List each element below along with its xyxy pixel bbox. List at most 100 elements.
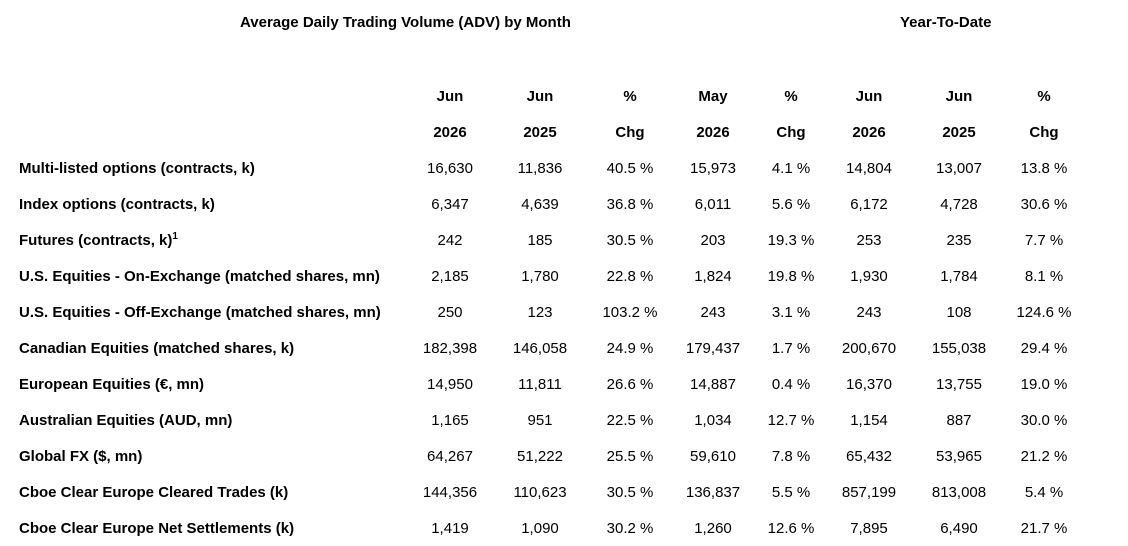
table-cell: 53,965 — [936, 447, 982, 465]
table-cell: 1.7 % — [771, 339, 811, 357]
table-cell: 16,370 — [846, 375, 892, 393]
table-cell: 243 — [856, 303, 882, 321]
table-cell: 1,930 — [850, 267, 888, 285]
table-cell: 5.5 % — [771, 483, 811, 501]
table-cell: 1,165 — [431, 411, 469, 429]
row-label: U.S. Equities - Off-Exchange (matched sh… — [12, 294, 410, 330]
row-label-text: Global FX ($, mn) — [19, 447, 143, 465]
column-header-month: Jun — [945, 87, 973, 105]
column-header-month: Jun — [855, 87, 883, 105]
row-label-text: Cboe Clear Europe Net Settlements (k) — [19, 519, 295, 537]
table-cell: 253 — [856, 231, 882, 249]
table-cell: 1,780 — [521, 267, 559, 285]
table-row: Canadian Equities (matched shares, k) 182… — [12, 330, 1082, 366]
table-cell: 203 — [700, 231, 726, 249]
table-cell: 1,824 — [694, 267, 732, 285]
table-cell: 30.6 % — [1020, 195, 1068, 213]
table-cell: 103.2 % — [602, 303, 658, 321]
table-cell: 1,784 — [940, 267, 978, 285]
table-cell: 182,398 — [422, 339, 478, 357]
table-row: Cboe Clear Europe Net Settlements (k) 1,4… — [12, 510, 1082, 546]
header-spacer — [12, 78, 410, 114]
table-cell: 179,437 — [685, 339, 741, 357]
table-cell: 11,836 — [517, 159, 563, 177]
table-cell: 0.4 % — [771, 375, 811, 393]
row-label-text: U.S. Equities - Off-Exchange (matched sh… — [19, 303, 381, 321]
row-label-text: Australian Equities (AUD, mn) — [19, 411, 233, 429]
table-cell: 4.1 % — [771, 159, 811, 177]
table-row: U.S. Equities - On-Exchange (matched sha… — [12, 258, 1082, 294]
table-cell: 123 — [527, 303, 553, 321]
row-label: Canadian Equities (matched shares, k) — [12, 330, 410, 366]
table-row: European Equities (€, mn) 14,950 11,811 26.… — [12, 366, 1082, 402]
table-cell: 30.0 % — [1020, 411, 1068, 429]
table-cell: 144,356 — [422, 483, 478, 501]
table-cell: 250 — [437, 303, 463, 321]
column-header-pct: % — [784, 87, 798, 105]
adv-table-body: Multi-listed options (contracts, k) 16,63… — [12, 150, 1082, 546]
table-cell: 185 — [527, 231, 553, 249]
column-header-pct: % — [623, 87, 637, 105]
table-cell: 1,154 — [850, 411, 888, 429]
table-cell: 951 — [527, 411, 553, 429]
row-label-text: Index options (contracts, k) — [19, 195, 215, 213]
table-cell: 22.8 % — [606, 267, 654, 285]
table-cell: 12.7 % — [767, 411, 815, 429]
table-cell: 19.8 % — [767, 267, 815, 285]
table-cell: 19.3 % — [767, 231, 815, 249]
table-cell: 813,008 — [931, 483, 987, 501]
table-cell: 15,973 — [690, 159, 736, 177]
adv-section-title: Average Daily Trading Volume (ADV) by Mo… — [240, 14, 571, 31]
table-cell: 40.5 % — [606, 159, 654, 177]
table-cell: 30.5 % — [606, 231, 654, 249]
row-label: U.S. Equities - On-Exchange (matched sha… — [12, 258, 410, 294]
row-label: Futures (contracts, k)1 — [12, 222, 410, 258]
table-cell: 24.9 % — [606, 339, 654, 357]
table-row: Cboe Clear Europe Cleared Trades (k) 144,… — [12, 474, 1082, 510]
row-label-text: European Equities (€, mn) — [19, 375, 205, 393]
table-cell: 242 — [437, 231, 463, 249]
row-label-text: Futures (contracts, k) — [19, 231, 173, 249]
table-cell: 136,837 — [685, 483, 741, 501]
header-row-1: Jun Jun % May % Jun Jun % — [12, 78, 1082, 114]
row-label: Cboe Clear Europe Cleared Trades (k) — [12, 474, 410, 510]
table-row: Global FX ($, mn) 64,267 51,222 25.5 % 59,61… — [12, 438, 1082, 474]
column-header-month: Jun — [526, 87, 554, 105]
table-row: Multi-listed options (contracts, k) 16,63… — [12, 150, 1082, 186]
row-label-text: Multi-listed options (contracts, k) — [19, 159, 255, 177]
row-label: Cboe Clear Europe Net Settlements (k) — [12, 510, 410, 546]
row-label: Index options (contracts, k) — [12, 186, 410, 222]
table-cell: 3.1 % — [771, 303, 811, 321]
table-cell: 108 — [946, 303, 972, 321]
column-header-year: 2026 — [852, 123, 886, 141]
column-header-month: May — [698, 87, 728, 105]
row-label-text: Canadian Equities (matched shares, k) — [19, 339, 295, 357]
table-cell: 235 — [946, 231, 972, 249]
table-cell: 16,630 — [427, 159, 473, 177]
ytd-section-title: Year-To-Date — [900, 14, 992, 31]
table-cell: 1,090 — [521, 519, 559, 537]
column-header-year: 2026 — [696, 123, 730, 141]
column-header-chg: Chg — [615, 123, 645, 141]
table-cell: 5.6 % — [771, 195, 811, 213]
table-cell: 1,419 — [431, 519, 469, 537]
footnote-marker: 1 — [172, 230, 178, 242]
table-cell: 243 — [700, 303, 726, 321]
column-header-pct: % — [1037, 87, 1051, 105]
table-cell: 64,267 — [427, 447, 473, 465]
table-cell: 12.6 % — [767, 519, 815, 537]
table-cell: 6,347 — [431, 195, 469, 213]
table-cell: 29.4 % — [1020, 339, 1068, 357]
table-cell: 13,755 — [936, 375, 982, 393]
table-cell: 4,728 — [940, 195, 978, 213]
row-label: Australian Equities (AUD, mn) — [12, 402, 410, 438]
table-cell: 13,007 — [936, 159, 982, 177]
table-cell: 6,172 — [850, 195, 888, 213]
column-header-chg: Chg — [1029, 123, 1059, 141]
table-cell: 7.8 % — [771, 447, 811, 465]
adv-table: Jun Jun % May % Jun Jun % 2026 2025 Chg … — [12, 78, 1082, 546]
table-cell: 11,811 — [518, 375, 562, 393]
table-cell: 1,034 — [694, 411, 732, 429]
table-cell: 7.7 % — [1024, 231, 1064, 249]
column-header-year: 2026 — [433, 123, 467, 141]
